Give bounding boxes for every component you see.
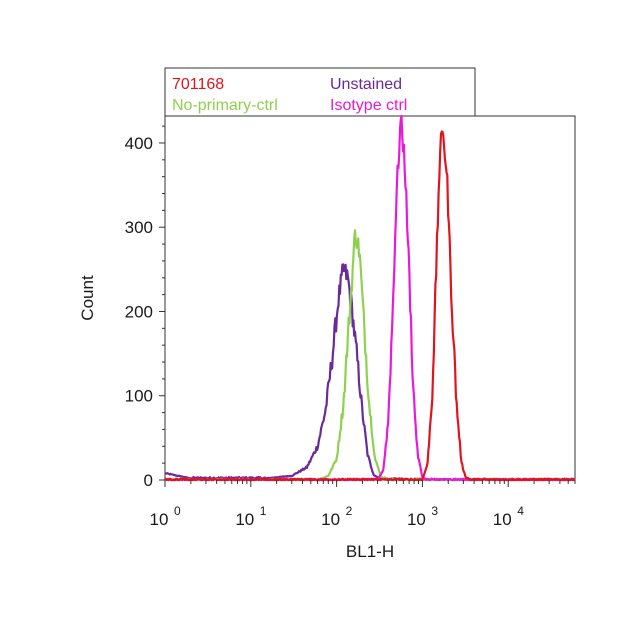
y-axis: 0 100 200 300 400 (125, 125, 165, 490)
y-tick-label: 0 (144, 471, 153, 490)
y-tick-label: 400 (125, 134, 153, 153)
legend: 701168 Unstained No-primary-ctrl Isotype… (164, 67, 476, 117)
x-tick-exponent: 2 (346, 504, 353, 518)
x-tick-label: 10 (321, 510, 340, 529)
legend-entry-701168: 701168 (172, 76, 224, 93)
x-tick-exponent: 1 (260, 504, 267, 518)
y-tick-label: 200 (125, 302, 153, 321)
y-axis-label: Count (78, 275, 97, 321)
legend-entry-no-primary-ctrl: No-primary-ctrl (172, 97, 278, 114)
x-tick-label: 10 (493, 510, 512, 529)
legend-entry-isotype-ctrl: Isotype ctrl (330, 97, 407, 114)
x-tick-exponent: 0 (174, 504, 181, 518)
x-tick-label: 10 (407, 510, 426, 529)
legend-box (164, 67, 476, 117)
x-axis: 10 0 10 1 10 2 10 3 10 4 (150, 480, 576, 529)
y-tick-label: 100 (125, 387, 153, 406)
y-tick-label: 300 (125, 218, 153, 237)
series-layer (164, 114, 576, 482)
x-tick-exponent: 3 (431, 504, 438, 518)
x-tick-label: 10 (150, 510, 169, 529)
legend-entry-unstained: Unstained (330, 76, 402, 93)
x-axis-label: BL1-H (346, 542, 394, 561)
x-tick-exponent: 4 (517, 504, 524, 518)
series-line-701168 (164, 130, 576, 482)
x-tick-label: 10 (235, 510, 254, 529)
